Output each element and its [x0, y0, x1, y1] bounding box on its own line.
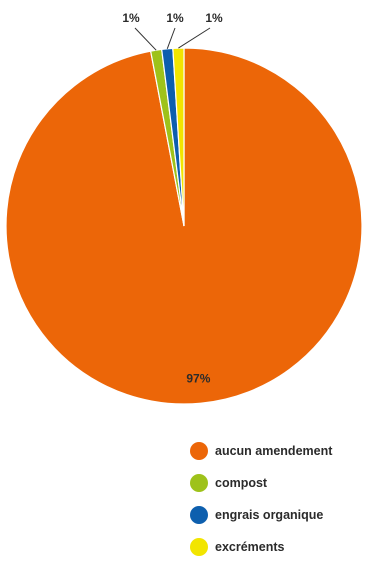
slice-value-label: 1% — [205, 11, 223, 25]
legend-swatch — [190, 506, 208, 524]
legend-label: engrais organique — [215, 508, 324, 522]
legend-item-compost: compost — [190, 474, 332, 492]
legend-label: aucun amendement — [215, 444, 333, 458]
pie-slice-excréments — [172, 47, 185, 227]
slice-value-label: 1% — [122, 11, 140, 25]
legend: aucun amendement compost engrais organiq… — [190, 442, 332, 570]
leader-line — [178, 27, 211, 49]
legend-item-aucun-amendement: aucun amendement — [190, 442, 332, 460]
slice-value-label: 1% — [166, 11, 184, 25]
legend-item-excrements: excréments — [190, 538, 332, 556]
pie-slice-aucun-amendement — [5, 47, 363, 405]
legend-swatch — [190, 538, 208, 556]
legend-label: excréments — [215, 540, 285, 554]
leader-line — [166, 27, 176, 49]
legend-swatch — [190, 474, 208, 492]
legend-swatch — [190, 442, 208, 460]
legend-label: compost — [215, 476, 268, 490]
leader-line — [134, 27, 157, 51]
slice-value-label: 97% — [186, 371, 210, 385]
pie-chart: 97% 1% 1% 1% — [5, 11, 363, 405]
legend-item-engrais-organique: engrais organique — [190, 506, 332, 524]
